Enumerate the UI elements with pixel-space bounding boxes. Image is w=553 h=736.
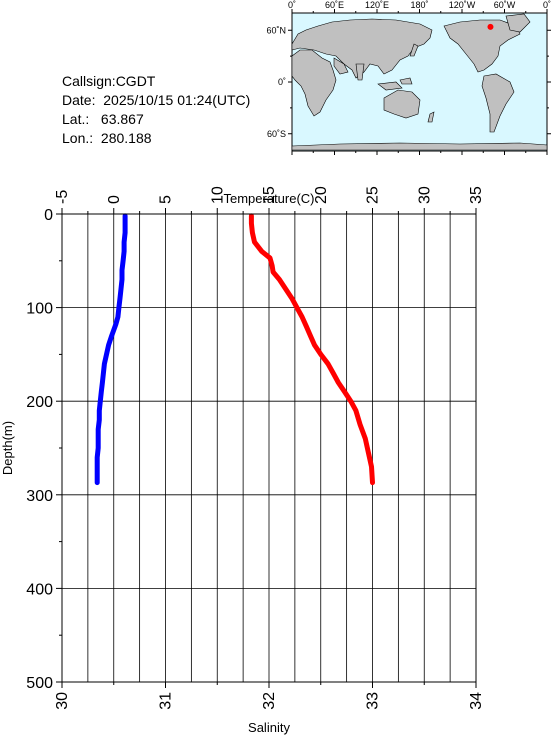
map-lat-label: 60˚N (266, 25, 286, 35)
left-tick-label: 0 (44, 207, 53, 224)
bottom-axis-title: Salinity (248, 720, 290, 735)
map-longitude-labels: 0˚ 60˚E 120˚E 180˚ 120˚W 60˚W 0˚ (288, 0, 551, 10)
chart-series (94, 213, 375, 486)
station-marker (487, 23, 494, 30)
chart-grid (61, 213, 477, 683)
chart-ticks (56, 208, 477, 688)
lon-label: Lon.: (62, 130, 94, 146)
map-land (291, 13, 548, 151)
top-tick-label: 10 (209, 186, 226, 204)
top-tick-label: 0 (106, 195, 123, 204)
top-tick-label: -5 (54, 190, 71, 204)
world-map-frame: 0˚ 60˚E 120˚E 180˚ 120˚W 60˚W 0˚ 60˚N 0˚ 60˚S (266, 0, 551, 155)
left-axis-title: Depth(m) (0, 421, 15, 475)
map-lat-label: 0˚ (278, 77, 286, 87)
salinity-profile-line (94, 213, 128, 486)
top-tick-label: 5 (158, 195, 175, 204)
bottom-tick-label: 34 (468, 692, 485, 710)
station-info: Callsign:CGDT Date: 2025/10/15 01:24(UTC… (62, 72, 250, 148)
longitude-row: Lon.: 280.188 (62, 129, 250, 148)
left-tick-label: 200 (26, 394, 53, 411)
bottom-tick-label: 30 (54, 692, 71, 710)
map-lon-label: 120˚W (449, 0, 476, 10)
top-tick-label: 35 (468, 186, 485, 204)
top-tick-label: 25 (365, 186, 382, 204)
map-lon-label: 60˚W (494, 0, 516, 10)
lat-label: Lat.: (62, 111, 90, 127)
left-tick-label: 300 (26, 488, 53, 505)
latitude-row: Lat.: 63.867 (62, 110, 250, 129)
bottom-tick-label: 32 (261, 692, 278, 710)
top-tick-label: 20 (313, 186, 330, 204)
left-tick-label: 100 (26, 301, 53, 318)
map-lon-label: 60˚E (325, 0, 344, 10)
callsign-text: Callsign:CGDT (62, 73, 156, 89)
top-tick-label: 30 (416, 186, 433, 204)
map-lon-label: 0˚ (543, 0, 551, 10)
map-lon-label: 120˚E (365, 0, 389, 10)
date-text: Date: 2025/10/15 01:24(UTC) (62, 92, 251, 108)
map-lat-label: 60˚S (267, 129, 286, 139)
map-lon-label: 0˚ (288, 0, 296, 10)
left-tick-label: 400 (26, 581, 53, 598)
temperature-profile-line (248, 213, 375, 486)
map-latitude-labels: 60˚N 0˚ 60˚S (266, 25, 286, 139)
bottom-tick-label: 31 (158, 692, 175, 710)
map-tick-marks (288, 9, 551, 155)
top-axis-title: Temperature(C) (223, 191, 314, 206)
map-lon-label: 180˚ (410, 0, 428, 10)
bottom-tick-label: 33 (365, 692, 382, 710)
lon-value: 280.188 (100, 130, 152, 146)
left-tick-label: 500 (26, 675, 53, 692)
lat-value: 63.867 (100, 111, 144, 127)
top-tick-label: 15 (261, 186, 278, 204)
